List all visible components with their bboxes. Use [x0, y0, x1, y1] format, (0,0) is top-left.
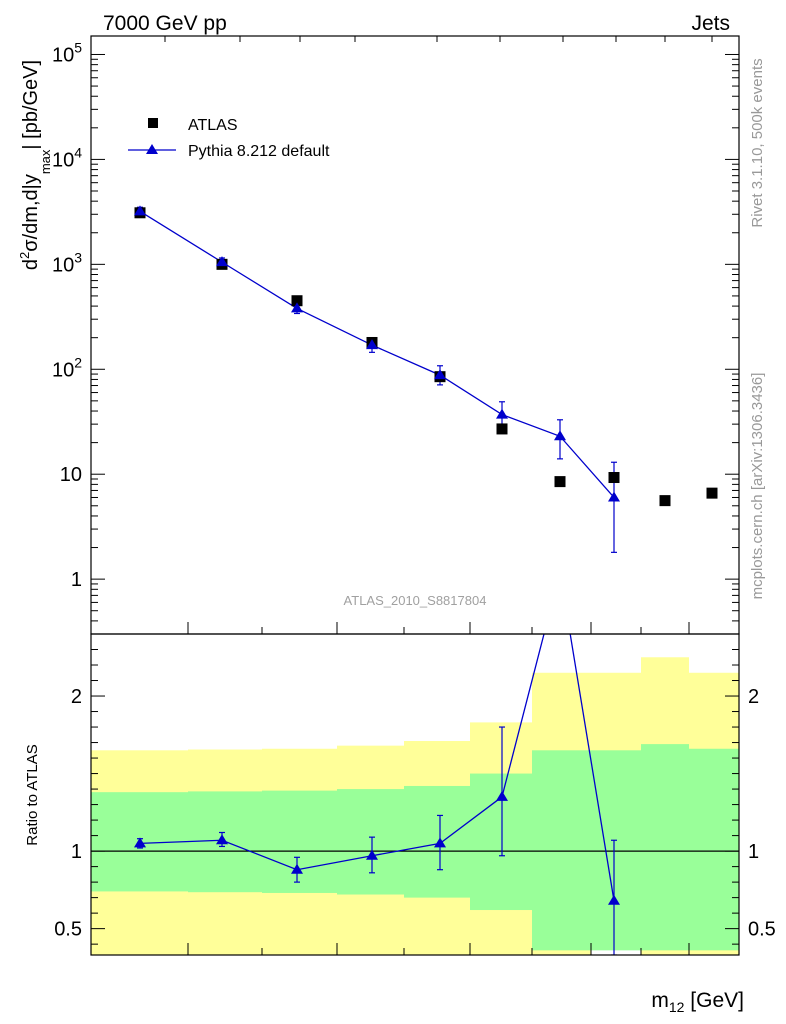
main-y-tick-label: 102 [52, 354, 82, 381]
ratio-mc-point [496, 790, 508, 801]
ratio-mc-point [216, 834, 228, 845]
ratio-mc-point [366, 849, 378, 860]
mc-line [139, 210, 615, 498]
legend: ATLAS Pythia 8.212 default [128, 117, 330, 160]
legend-atlas-label: ATLAS [188, 117, 238, 134]
main-y-axis: 1 10 102 103 104 105 [52, 36, 739, 635]
legend-atlas-marker [148, 118, 158, 128]
ratio-y-label: Ratio to ATLAS [24, 744, 41, 845]
ratio-y-tick-label-left: 2 [71, 686, 82, 708]
atlas-point [659, 495, 671, 507]
mc-point [554, 430, 566, 441]
x-axis-label: m12 [GeV] [651, 989, 744, 1015]
main-y-tick-label: 103 [52, 249, 82, 276]
main-y-tick-label: 104 [52, 144, 82, 171]
mc-point [216, 256, 228, 267]
main-y-tick-label: 1 [71, 569, 82, 591]
main-y-tick-label: 10 [60, 464, 82, 486]
band-inner [404, 785, 470, 898]
side-label-rivet: Rivet 3.1.10, 500k events [749, 58, 766, 227]
main-y-label: d2σ/dm,d|ymax| [pb/GeV] [17, 60, 53, 270]
mc-point [608, 491, 620, 502]
ratio-y-tick-label-left: 1 [71, 841, 82, 863]
main-y-label-text: d2σ/dm,d|ymax| [pb/GeV] [17, 60, 53, 270]
ratio-y-tick-label-right: 2 [748, 686, 759, 708]
ratio-mc-point [134, 837, 146, 848]
band-inner [591, 750, 641, 951]
ratio-mc-line [139, 634, 615, 901]
ratio-y-axis: 0.5 0.5 1 1 2 2 [54, 649, 776, 955]
mc-point [291, 302, 303, 313]
band-inner [532, 750, 591, 951]
header-right: Jets [691, 12, 730, 35]
main-y-label-part: max [38, 149, 53, 174]
mc-point [434, 369, 446, 380]
band-inner [337, 789, 404, 895]
atlas-point [706, 487, 718, 499]
ratio-mc-point [434, 837, 446, 848]
ratio-mc-point [291, 863, 303, 874]
ratio-y-tick-label-right: 1 [748, 841, 759, 863]
header-left: 7000 GeV pp [103, 12, 227, 35]
main-y-label-part: σ/dm,d|y [20, 174, 42, 252]
ratio-frame [90, 633, 740, 956]
mc-point [496, 408, 508, 419]
atlas-point [554, 476, 566, 488]
ratio-y-tick-label-left: 0.5 [54, 919, 82, 941]
legend-mc-label: Pythia 8.212 default [188, 143, 330, 160]
band-inner [262, 790, 337, 893]
atlas-point [496, 423, 508, 435]
main-y-label-part: | [pb/GeV] [20, 60, 42, 150]
atlas-point [291, 295, 303, 307]
ratio-mc-point [608, 894, 620, 905]
analysis-watermark: ATLAS_2010_S8817804 [344, 593, 487, 608]
band-inner [641, 744, 689, 951]
main-data-marks [134, 205, 718, 553]
side-label-mcplots: mcplots.cern.ch [arXiv:1306.3436] [749, 373, 766, 600]
main-y-label-part: d [20, 259, 42, 270]
ratio-data-marks [134, 634, 620, 955]
main-y-tick-label: 105 [52, 39, 82, 66]
main-y-label-part: 2 [17, 252, 32, 259]
ratio-clipped-group [134, 634, 620, 955]
atlas-point [608, 472, 620, 484]
legend-mc-marker [146, 144, 158, 154]
ratio-panel [91, 657, 739, 955]
ratio-y-tick-label-right: 0.5 [748, 919, 776, 941]
band-inner [689, 748, 739, 951]
mc-point [366, 339, 378, 350]
mc-point [134, 205, 146, 216]
